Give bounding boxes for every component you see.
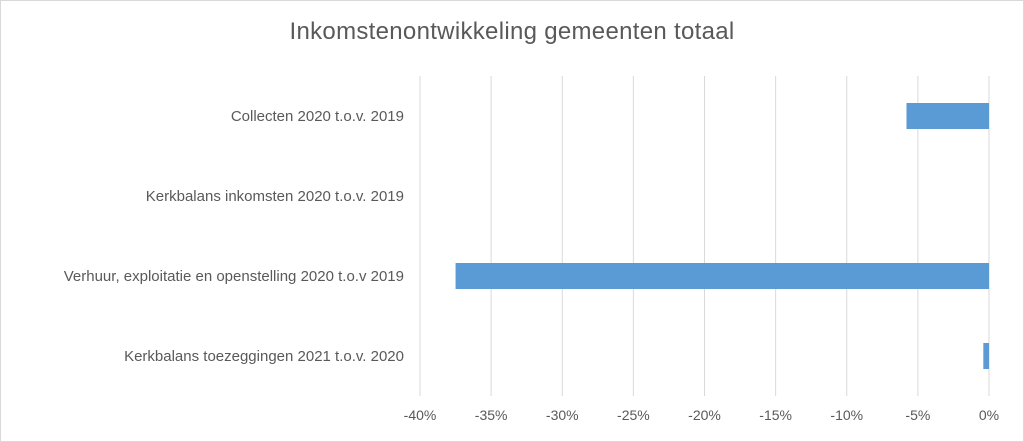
category-label: Kerkbalans inkomsten 2020 t.o.v. 2019 [146,188,404,205]
bar [983,343,989,369]
bars [455,103,989,369]
category-label: Verhuur, exploitatie en openstelling 202… [64,268,404,285]
x-tick-label: -25% [617,407,650,423]
x-tick-label: -30% [546,407,579,423]
x-tick-label: -10% [830,407,863,423]
x-tick-label: -40% [404,407,437,423]
x-tick-label: -15% [759,407,792,423]
bar [455,263,989,289]
chart-title: Inkomstenontwikkeling gemeenten totaal [289,18,735,45]
gridlines [419,76,990,396]
x-tick-label: -5% [905,407,930,423]
x-axis-tick-labels: -40% -35% -30% -25% -20% -15% -10% -5% 0% [404,407,999,423]
x-tick-label: -20% [688,407,721,423]
category-label: Collecten 2020 t.o.v. 2019 [231,108,404,125]
x-tick-label: 0% [979,407,999,423]
x-tick-label: -35% [475,407,508,423]
category-label: Kerkbalans toezeggingen 2021 t.o.v. 2020 [124,348,404,365]
bar [906,103,989,129]
category-labels: Collecten 2020 t.o.v. 2019 Kerkbalans ink… [64,108,404,365]
